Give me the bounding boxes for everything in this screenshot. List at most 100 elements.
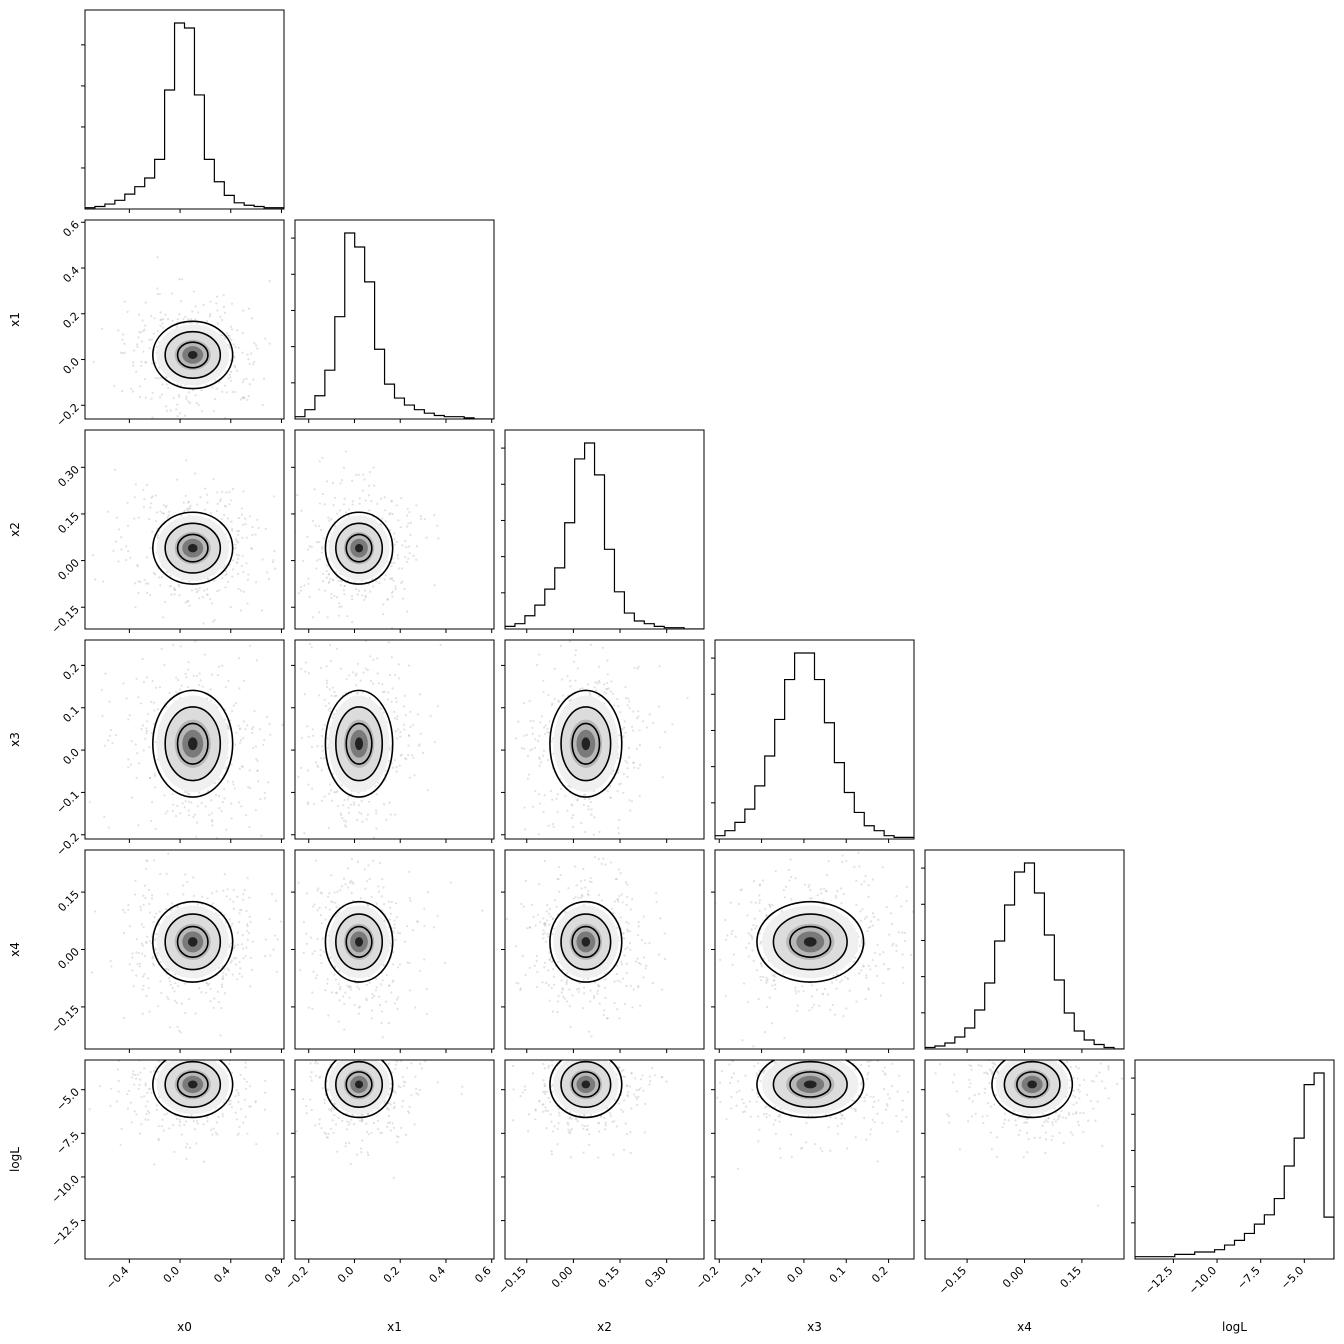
x-tick-label: 0.15 bbox=[1058, 1264, 1085, 1291]
y-tick-label: −0.15 bbox=[49, 1003, 82, 1036]
density-level-4 bbox=[581, 1080, 591, 1089]
panel-x2-x4 bbox=[501, 849, 705, 1053]
panel-frame bbox=[1134, 1059, 1335, 1260]
contour-2 bbox=[176, 925, 209, 958]
y-tick-label: 0.4 bbox=[60, 264, 82, 286]
y-axis-label-x4: x4 bbox=[8, 942, 22, 957]
contour-0 bbox=[991, 1060, 1074, 1119]
panel-frame bbox=[714, 1059, 915, 1260]
histogram-x2 bbox=[505, 442, 704, 629]
y-tick-label: −0.1 bbox=[54, 788, 82, 816]
y-tick-label: 0.15 bbox=[55, 888, 82, 915]
contour-0 bbox=[152, 689, 234, 798]
x-tick-label: 0.2 bbox=[869, 1264, 891, 1286]
x-axis-label-x0: x0 bbox=[177, 1320, 192, 1334]
x-tick-label: 0.0 bbox=[161, 1264, 183, 1286]
contour-1 bbox=[560, 706, 612, 782]
x-tick-label: −0.1 bbox=[736, 1264, 764, 1292]
contour-0 bbox=[756, 900, 865, 983]
y-axis-label-x2: x2 bbox=[8, 522, 22, 537]
panel-frame bbox=[84, 219, 285, 420]
contour-1 bbox=[164, 706, 222, 782]
x-axis-label-x2: x2 bbox=[597, 1320, 612, 1334]
density-level-4 bbox=[355, 937, 364, 947]
density-level-4 bbox=[355, 737, 364, 751]
panel-frame bbox=[504, 429, 705, 630]
contour-1 bbox=[335, 522, 384, 574]
x-axis-label-x4: x4 bbox=[1017, 1320, 1032, 1334]
x-tick-label: −0.15 bbox=[936, 1264, 969, 1297]
panel-x2-logL: −0.15 0.00 0.15 0.30 bbox=[496, 1059, 705, 1297]
panel-x2-x2 bbox=[501, 429, 705, 633]
y-tick-label: 0.0 bbox=[60, 746, 82, 768]
density-level-4 bbox=[187, 543, 198, 553]
panel-x1-x1 bbox=[291, 219, 495, 423]
histogram-x4 bbox=[925, 862, 1124, 1049]
panel-x0-logL: −0.4 0.0 0.4 0.8 −12.5 −10.0 −7.5 −5.0 bbox=[49, 1059, 285, 1292]
density-level-4 bbox=[187, 350, 198, 359]
panel-frame bbox=[924, 849, 1125, 1050]
contour-1 bbox=[335, 706, 384, 782]
panel-frame bbox=[294, 639, 495, 840]
y-tick-label: 0.15 bbox=[55, 510, 82, 537]
contour-2 bbox=[176, 533, 209, 563]
y-tick-label: 0.00 bbox=[55, 556, 82, 583]
y-tick-label: 0.30 bbox=[55, 463, 82, 490]
x-tick-label: 0.8 bbox=[262, 1264, 284, 1286]
y-axis-label-logL: logL bbox=[8, 1147, 22, 1172]
y-tick-label: −7.5 bbox=[54, 1129, 82, 1157]
panel-frame bbox=[504, 639, 705, 840]
x-tick-label: 0.1 bbox=[827, 1264, 849, 1286]
panel-logL-logL: −12.5 −10.0 −7.5 −5.0 bbox=[1131, 1059, 1335, 1297]
y-tick-label: −12.5 bbox=[49, 1216, 82, 1249]
x-axis-label-x1: x1 bbox=[387, 1320, 402, 1334]
panel-x4-x4 bbox=[921, 849, 1125, 1053]
x-tick-label: 0.0 bbox=[784, 1264, 806, 1286]
histogram-x3 bbox=[715, 652, 914, 839]
contour-2 bbox=[571, 722, 601, 765]
panel-x2-x3 bbox=[501, 639, 705, 843]
y-tick-label: −0.2 bbox=[54, 401, 82, 429]
contour-0 bbox=[324, 1060, 394, 1119]
panel-frame bbox=[294, 1059, 495, 1260]
y-tick-label: 0.6 bbox=[60, 218, 82, 240]
x-axis-label-logL: logL bbox=[1222, 1320, 1247, 1334]
contour-0 bbox=[152, 1060, 234, 1119]
contour-0 bbox=[324, 900, 394, 983]
x-tick-label: 0.0 bbox=[335, 1264, 357, 1286]
panel-x1-logL: −0.2 0.0 0.2 0.4 0.6 bbox=[283, 1059, 495, 1292]
x-tick-label: 0.00 bbox=[549, 1264, 576, 1291]
x-tick-label: 0.4 bbox=[427, 1264, 449, 1286]
panel-frame bbox=[84, 1059, 285, 1260]
panel-x1-x2 bbox=[291, 429, 495, 633]
x-tick-label: −7.5 bbox=[1235, 1264, 1263, 1292]
contour-0 bbox=[152, 900, 234, 983]
x-tick-label: 0.6 bbox=[472, 1264, 494, 1286]
y-axis-label-x3: x3 bbox=[8, 732, 22, 747]
panel-x1-x3 bbox=[291, 639, 495, 843]
density-level-4 bbox=[355, 1080, 364, 1089]
panel-x1-x4 bbox=[291, 849, 495, 1053]
histogram-logL bbox=[1135, 1072, 1334, 1259]
contour-0 bbox=[152, 511, 234, 585]
panel-frame bbox=[294, 429, 495, 630]
contour-0 bbox=[549, 689, 623, 798]
panel-x0-x3: −0.2 −0.1 0.0 0.1 0.2 bbox=[54, 639, 285, 859]
contour-0 bbox=[549, 900, 623, 983]
density-level-4 bbox=[803, 937, 817, 947]
contour-2 bbox=[345, 722, 373, 765]
contour-0 bbox=[549, 1060, 623, 1119]
panel-frame bbox=[294, 849, 495, 1050]
contour-1 bbox=[335, 913, 384, 971]
panel-frame bbox=[84, 639, 285, 840]
x-tick-label: 0.4 bbox=[211, 1264, 233, 1286]
x-tick-label: −10.0 bbox=[1186, 1264, 1219, 1297]
y-tick-label: 0.2 bbox=[60, 310, 82, 332]
y-tick-label: 0.00 bbox=[55, 945, 82, 972]
y-axis-label-x1: x1 bbox=[8, 312, 22, 327]
panel-frame bbox=[84, 9, 285, 210]
x-tick-label: 0.00 bbox=[1000, 1264, 1027, 1291]
density-level-4 bbox=[1027, 1080, 1037, 1089]
contour-2 bbox=[789, 925, 832, 958]
